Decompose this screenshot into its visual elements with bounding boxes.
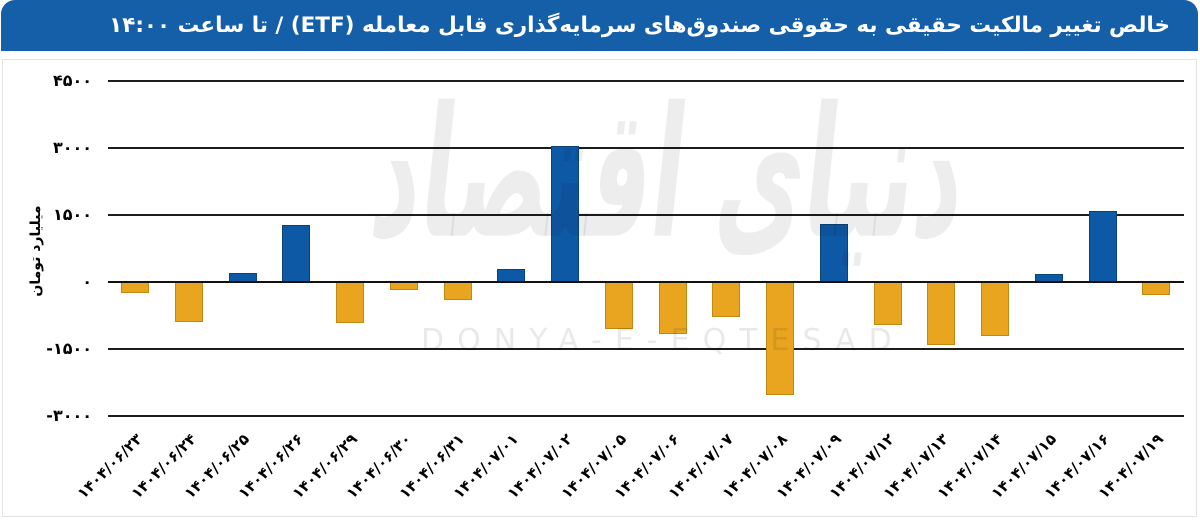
bar-۱۴۰۴/۰۶/۲۶-positive: [282, 224, 311, 282]
gridline-y-4500: [108, 80, 1184, 82]
bar-۱۴۰۴/۰۷/۱۹-negative: [1142, 282, 1171, 296]
bar-۱۴۰۴/۰۶/۲۹-negative: [336, 282, 364, 323]
y-tick-label-1500: ۱۵۰۰: [52, 205, 92, 224]
gridline-y--1500: [108, 348, 1184, 350]
y-tick-label-0: ۰: [82, 272, 92, 291]
y-tick-label-4500: ۴۵۰۰: [52, 71, 92, 90]
bar-۱۴۰۴/۰۶/۳۰-negative: [389, 282, 418, 291]
gridline-y--3000: [108, 415, 1184, 417]
bar-۱۴۰۴/۰۷/۰۸-negative: [766, 282, 794, 395]
bar-۱۴۰۴/۰۷/۱۶-positive: [1088, 210, 1117, 282]
bar-۱۴۰۴/۰۷/۱۲-negative: [873, 282, 902, 326]
chart-panel: دنیای اقتصاد DONYA-E-EQTESAD ۴۵۰۰ ۳۰۰۰ ۱۵۰…: [2, 59, 1197, 517]
zero-axis-line: [108, 281, 1184, 283]
chart-header-bar: خالص تغییر مالکیت حقیقی به حقوقی صندوق‌ه…: [1, 0, 1198, 51]
gridline-y-1500: [108, 214, 1184, 216]
bar-۱۴۰۴/۰۷/۱۳-negative: [927, 282, 956, 345]
y-tick-label--1500: -۱۵۰۰: [46, 339, 92, 358]
bar-۱۴۰۴/۰۶/۲۴-negative: [174, 282, 203, 322]
bar-۱۴۰۴/۰۷/۰۲-positive: [551, 145, 579, 282]
bar-۱۴۰۴/۰۶/۳۱-negative: [443, 282, 472, 300]
bar-۱۴۰۴/۰۶/۲۳-negative: [121, 282, 149, 293]
bar-۱۴۰۴/۰۷/۰۵-negative: [604, 282, 633, 329]
chart-title: خالص تغییر مالکیت حقیقی به حقوقی صندوق‌ه…: [109, 13, 1170, 38]
bar-۱۴۰۴/۰۷/۰۷-negative: [712, 282, 741, 317]
bar-۱۴۰۴/۰۷/۰۶-negative: [658, 282, 687, 334]
gridline-y-3000: [108, 147, 1184, 149]
bar-۱۴۰۴/۰۷/۰۹-positive: [819, 224, 848, 282]
y-tick-label--3000: -۳۰۰۰: [46, 406, 92, 425]
bar-۱۴۰۴/۰۷/۱۴-negative: [981, 282, 1009, 336]
y-tick-label-3000: ۳۰۰۰: [52, 138, 92, 157]
y-axis-title: میلیارد تومان: [28, 205, 44, 297]
